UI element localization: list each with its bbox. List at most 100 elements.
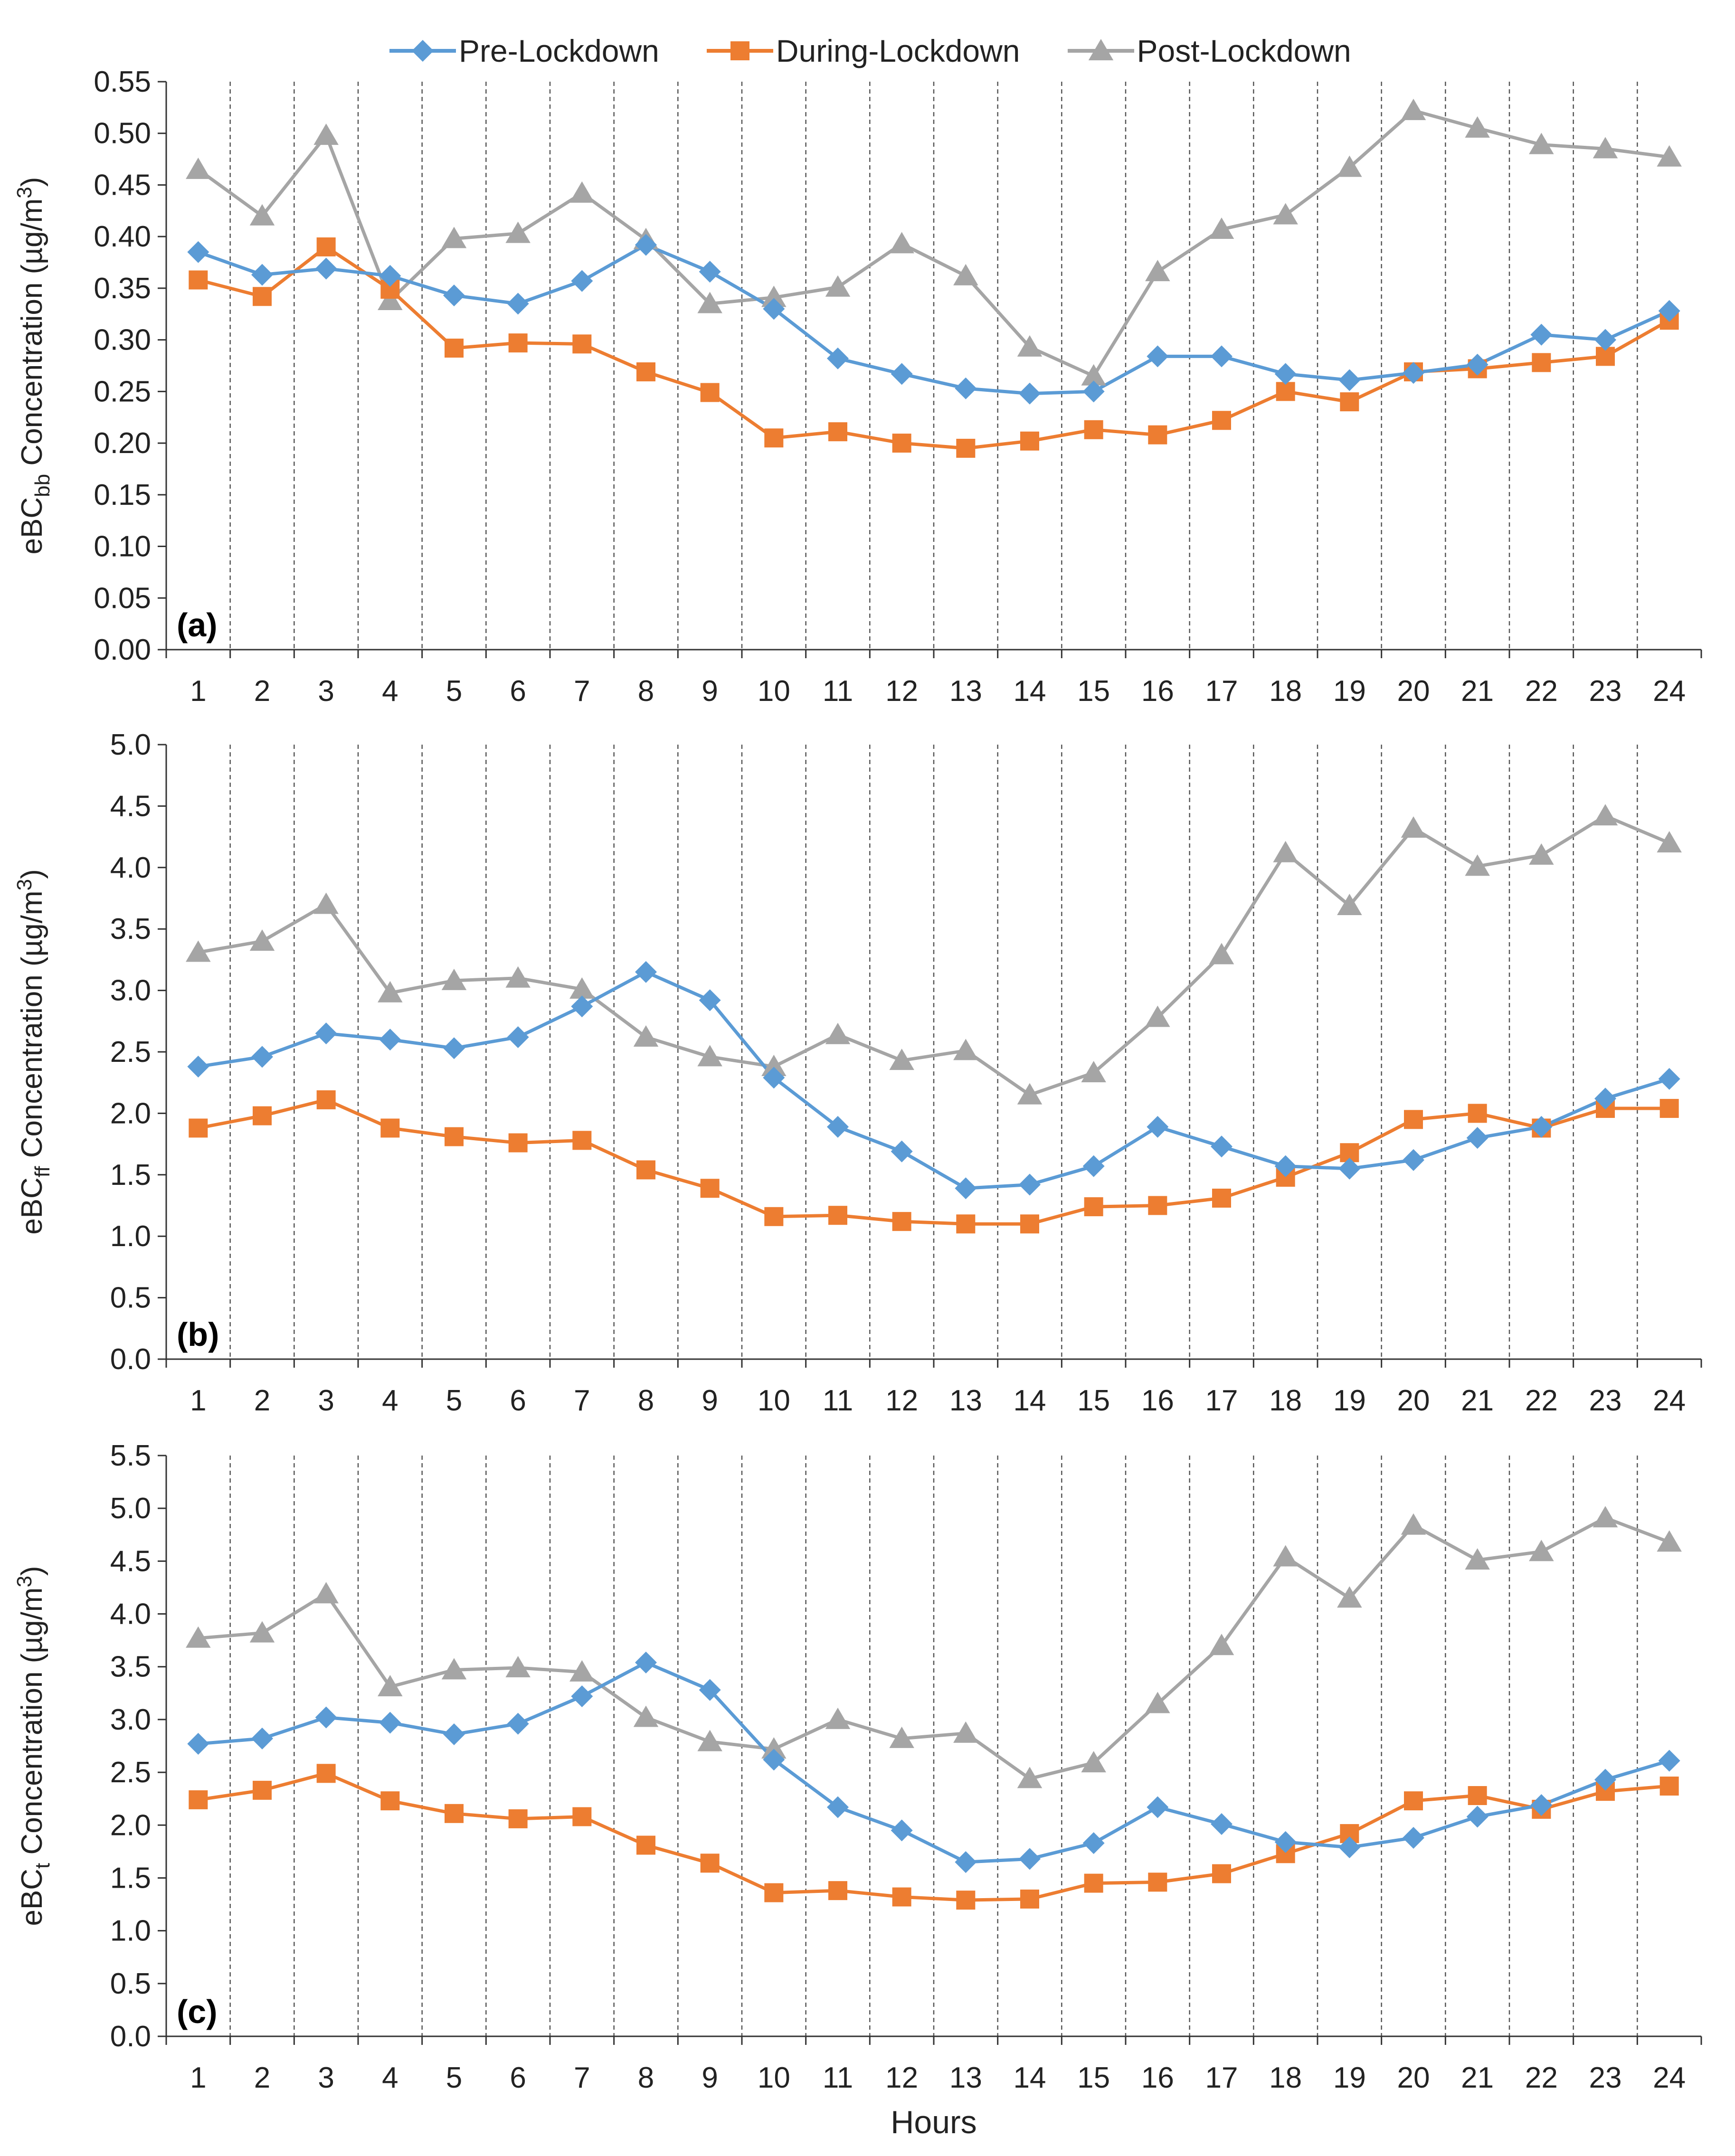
data-point-pre-lockdown	[1658, 300, 1680, 322]
data-point-during-lockdown	[956, 1891, 976, 1910]
x-tick-label: 21	[1461, 2061, 1494, 2094]
data-point-pre-lockdown	[955, 1177, 977, 1200]
data-point-pre-lockdown	[763, 298, 785, 320]
data-point-post-lockdown	[633, 1025, 659, 1047]
x-tick-label: 1	[190, 2061, 206, 2094]
x-tick-label: 4	[382, 2061, 398, 2094]
y-tick-label: 0.45	[94, 169, 151, 201]
x-tick-label: 7	[574, 2061, 590, 2094]
x-tick-label: 14	[1014, 2061, 1046, 2094]
x-tick-label: 23	[1589, 2061, 1622, 2094]
series-line-post-lockdown	[197, 109, 1670, 378]
data-point-pre-lockdown	[955, 377, 977, 399]
data-point-post-lockdown	[378, 981, 403, 1002]
data-point-post-lockdown	[953, 1721, 978, 1743]
x-tick-label: 18	[1269, 1384, 1302, 1417]
data-point-pre-lockdown	[1274, 1155, 1297, 1177]
data-point-post-lockdown	[1209, 217, 1234, 239]
data-point-pre-lockdown	[1019, 1848, 1041, 1870]
y-tick-label: 0.30	[94, 324, 151, 357]
x-tick-label: 14	[1014, 675, 1046, 708]
data-point-pre-lockdown	[635, 961, 657, 983]
x-tick-label: 11	[823, 675, 853, 708]
data-point-during-lockdown	[1276, 382, 1295, 401]
data-point-pre-lockdown	[315, 1022, 337, 1045]
y-tick-label: 0.10	[94, 530, 151, 563]
y-tick-label: 3.0	[110, 1703, 151, 1736]
data-point-post-lockdown	[186, 157, 211, 179]
y-tick-label: 0.15	[94, 479, 151, 511]
data-point-during-lockdown	[380, 1791, 400, 1811]
legend-marker-icon	[412, 40, 434, 62]
x-tick-label: 11	[823, 1384, 853, 1417]
x-tick-label: 7	[574, 1384, 590, 1417]
data-point-pre-lockdown	[443, 1037, 465, 1059]
data-point-during-lockdown	[764, 1207, 784, 1226]
data-point-during-lockdown	[253, 1106, 272, 1125]
data-point-post-lockdown	[1529, 132, 1554, 154]
x-tick-label: 11	[823, 2061, 853, 2094]
x-tick-label: 13	[949, 675, 982, 708]
data-point-post-lockdown	[1081, 364, 1106, 386]
data-point-post-lockdown	[569, 181, 595, 203]
data-point-pre-lockdown	[1082, 1155, 1105, 1177]
data-point-pre-lockdown	[1594, 329, 1616, 351]
x-tick-label: 24	[1653, 1384, 1686, 1417]
y-tick-label: 0.20	[94, 427, 151, 460]
data-point-post-lockdown	[1593, 804, 1618, 826]
data-point-post-lockdown	[569, 1660, 595, 1682]
legend-entry-post-lockdown: Post-Lockdown	[1067, 33, 1351, 69]
data-point-post-lockdown	[1145, 1005, 1170, 1027]
x-tick-label: 1	[190, 1384, 206, 1417]
data-point-post-lockdown	[1273, 1545, 1298, 1567]
data-point-post-lockdown	[505, 221, 531, 243]
panel-label: (c)	[177, 1993, 218, 2030]
y-tick-label: 3.0	[110, 974, 151, 1007]
data-point-post-lockdown	[1529, 843, 1554, 865]
legend-swatch-icon	[389, 40, 456, 62]
y-tick-label: 0.5	[110, 1282, 151, 1314]
x-tick-label: 17	[1205, 2061, 1238, 2094]
data-point-during-lockdown	[956, 1214, 976, 1234]
data-point-pre-lockdown	[891, 363, 913, 385]
x-tick-label: 15	[1077, 2061, 1110, 2094]
data-point-during-lockdown	[1020, 1214, 1039, 1234]
x-tick-label: 10	[758, 675, 790, 708]
data-point-post-lockdown	[313, 1582, 339, 1604]
y-tick-label: 2.5	[110, 1756, 151, 1789]
x-tick-label: 3	[318, 2061, 334, 2094]
y-tick-label: 2.0	[110, 1809, 151, 1842]
y-tick-label: 1.5	[110, 1862, 151, 1894]
data-point-post-lockdown	[505, 1655, 531, 1677]
data-point-during-lockdown	[828, 1206, 847, 1225]
data-point-pre-lockdown	[1082, 1832, 1105, 1854]
data-point-during-lockdown	[508, 333, 528, 353]
data-point-post-lockdown	[1465, 854, 1490, 876]
data-point-pre-lockdown	[187, 1056, 209, 1078]
data-point-post-lockdown	[1529, 1540, 1554, 1561]
data-point-post-lockdown	[953, 1039, 978, 1060]
x-tick-label: 16	[1141, 675, 1174, 708]
legend-swatch-icon	[1067, 39, 1134, 60]
data-point-pre-lockdown	[571, 1685, 593, 1707]
x-tick-label: 5	[446, 2061, 462, 2094]
data-point-post-lockdown	[697, 1045, 722, 1067]
data-point-post-lockdown	[1081, 1751, 1106, 1773]
data-point-during-lockdown	[445, 339, 464, 358]
x-tick-label: 10	[758, 2061, 790, 2094]
data-point-post-lockdown	[1273, 841, 1298, 862]
series-line-pre-lockdown	[198, 1661, 1670, 1864]
x-tick-label: 4	[382, 675, 398, 708]
data-point-pre-lockdown	[1594, 1768, 1616, 1791]
data-point-during-lockdown	[828, 1881, 847, 1901]
legend-label: Post-Lockdown	[1137, 33, 1351, 68]
x-tick-label: 14	[1014, 1384, 1046, 1417]
data-point-post-lockdown	[825, 1022, 851, 1044]
data-point-during-lockdown	[892, 434, 911, 453]
data-point-pre-lockdown	[379, 1712, 401, 1734]
data-point-pre-lockdown	[1530, 323, 1553, 346]
x-tick-label: 2	[254, 2061, 270, 2094]
y-axis-label: eBCt Concentration (µg/m3)	[13, 1566, 54, 1926]
data-point-pre-lockdown	[1403, 1149, 1424, 1171]
